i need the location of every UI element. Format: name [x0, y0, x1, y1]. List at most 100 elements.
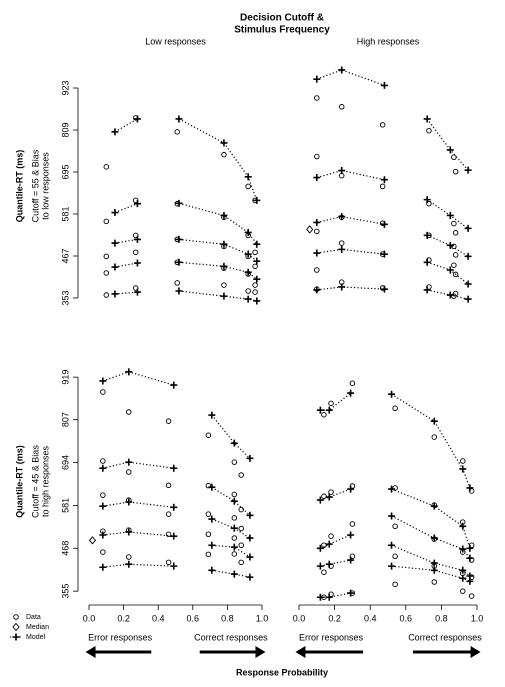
data-point	[451, 154, 457, 161]
data-point	[452, 168, 459, 175]
data-point	[321, 569, 327, 575]
median-point	[306, 225, 314, 234]
data-point	[245, 232, 251, 239]
data-point	[349, 483, 356, 489]
data-point	[238, 559, 244, 566]
data-point	[174, 129, 180, 135]
data-point	[431, 434, 438, 440]
model-point	[170, 464, 178, 472]
model-point	[244, 173, 252, 181]
data-point	[103, 270, 110, 276]
model-point	[230, 570, 238, 578]
model-line	[211, 544, 251, 558]
data-point	[132, 115, 139, 121]
model-point	[170, 503, 178, 511]
data-point	[245, 253, 251, 260]
row-label: Cutoff = 55 & Bias	[30, 149, 40, 222]
data-point	[431, 536, 438, 542]
x-tick-label: 0.0	[293, 613, 306, 623]
data-point	[174, 259, 180, 266]
data-point	[174, 280, 180, 286]
model-point	[133, 259, 141, 267]
model-point	[170, 532, 178, 540]
data-point	[205, 432, 212, 438]
chart-title: Decision Cutoff &	[240, 13, 324, 24]
model-point	[111, 239, 119, 247]
model-line	[391, 565, 471, 582]
model-line	[178, 261, 258, 280]
data-point	[252, 263, 258, 270]
model-point	[459, 465, 467, 473]
model-point	[220, 139, 228, 147]
data-point	[165, 511, 172, 517]
data-point	[174, 200, 180, 207]
model-line	[114, 118, 138, 133]
x-tick-label: 0.2	[117, 613, 130, 623]
model-point	[253, 196, 261, 204]
y-axis-label: Quantile-RT (ms)	[14, 150, 24, 223]
model-line	[320, 534, 351, 549]
model-point	[464, 166, 472, 174]
row-label: to high responses	[40, 445, 50, 517]
model-point	[125, 560, 133, 568]
data-point	[252, 197, 258, 204]
data-point	[451, 220, 457, 227]
data-point	[314, 153, 320, 160]
model-point	[125, 458, 133, 466]
data-point	[126, 469, 132, 475]
data-point	[238, 542, 244, 549]
data-point	[431, 579, 438, 585]
model-point	[338, 245, 346, 253]
data-point	[231, 491, 238, 498]
data-point	[245, 183, 251, 190]
model-line	[391, 515, 471, 559]
data-point	[231, 551, 238, 557]
model-line	[114, 203, 138, 214]
model-point	[125, 368, 133, 376]
model-point	[220, 262, 228, 270]
model-point	[230, 543, 238, 551]
data-point	[205, 482, 212, 489]
data-point	[221, 151, 227, 158]
data-point	[426, 257, 432, 263]
data-point	[132, 197, 139, 204]
model-point	[338, 66, 346, 74]
model-point	[430, 417, 438, 425]
model-point	[316, 562, 324, 570]
data-point	[252, 289, 258, 295]
data-point	[221, 214, 227, 221]
data-point	[452, 271, 459, 278]
data-point	[205, 511, 212, 517]
data-point	[321, 411, 327, 418]
data-point	[328, 533, 334, 539]
row-label: Cutoff = 45 & Bias	[30, 445, 40, 518]
data-point	[338, 279, 345, 285]
data-point	[349, 521, 356, 527]
data-point	[392, 553, 398, 560]
model-point	[380, 176, 388, 184]
data-point	[165, 531, 172, 537]
data-point	[174, 236, 180, 243]
data-point	[460, 458, 466, 464]
data-point	[205, 551, 212, 558]
x-tick-label: 0.8	[221, 613, 234, 623]
model-point	[208, 515, 216, 523]
model-point	[316, 593, 324, 601]
model-point	[325, 406, 333, 414]
data-point	[132, 249, 139, 256]
model-line	[211, 414, 251, 459]
x-tick-label: 0.4	[152, 613, 165, 623]
y-tick-label: 581	[60, 498, 70, 513]
arrow-label: Correct responses	[408, 632, 482, 642]
data-point	[379, 285, 386, 291]
data-point	[452, 230, 459, 236]
data-point	[392, 405, 398, 412]
data-point	[238, 525, 244, 532]
chart-title: Stimulus Frequency	[234, 25, 330, 36]
model-point	[253, 240, 261, 248]
model-point	[253, 257, 261, 265]
model-line	[426, 118, 469, 171]
y-tick-label: 355	[60, 584, 70, 599]
data-point	[460, 588, 466, 594]
